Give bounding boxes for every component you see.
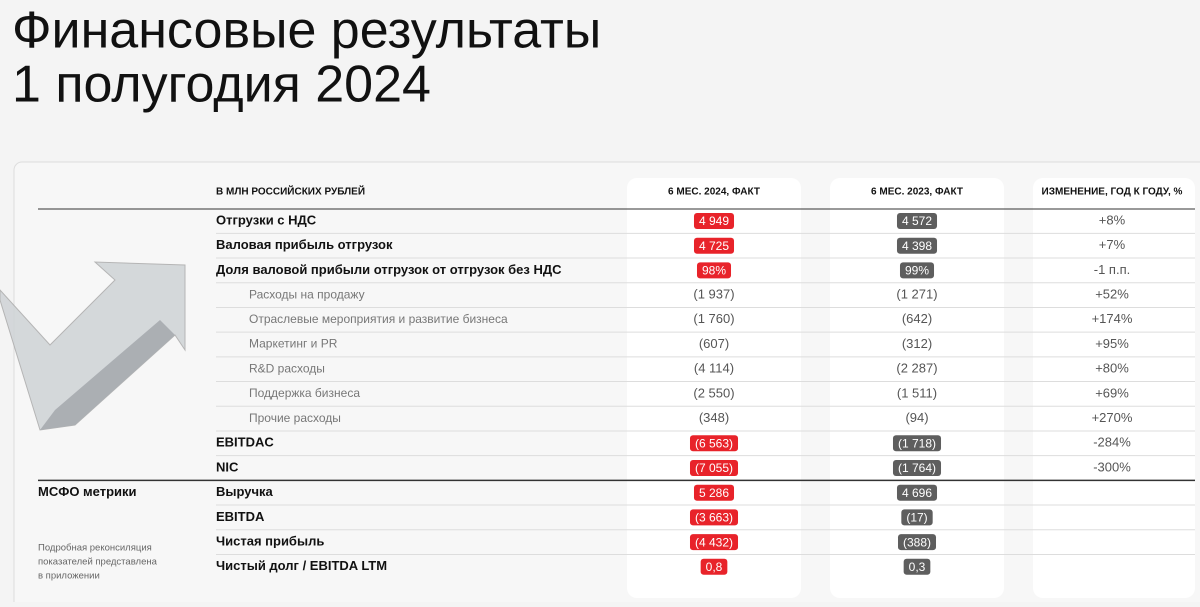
cell-change: +80% <box>1095 361 1129 376</box>
note-line: в приложении <box>38 571 100 582</box>
cell-change: +95% <box>1095 336 1129 351</box>
value-badge <box>896 237 938 254</box>
cell-value: (1 271) <box>896 287 937 302</box>
value-badge-text: 98% <box>702 264 726 278</box>
cell-value: (348) <box>699 410 729 425</box>
value-badge <box>693 213 735 229</box>
value-badge-text: (1 718) <box>898 436 936 450</box>
value-badge <box>689 534 739 551</box>
arrow-graphic <box>0 261 186 431</box>
value-badge <box>903 558 931 575</box>
value-badge-text: (4 432) <box>695 535 733 549</box>
value-badge-text: 4 949 <box>699 214 729 228</box>
cell-value: (1 937) <box>693 287 734 302</box>
value-badge <box>693 237 735 254</box>
note-line: Подробная реконсиляция <box>38 543 152 554</box>
row-label: Маркетинг и PR <box>249 337 338 351</box>
value-badge-text: (3 663) <box>695 511 733 525</box>
value-badge-text: 0,3 <box>909 560 926 574</box>
value-badge-text: (388) <box>903 535 931 549</box>
cell-change: +270% <box>1092 410 1133 425</box>
row-label: Чистая прибыль <box>216 534 324 549</box>
cell-value: (1 511) <box>897 385 937 400</box>
row-label: Отраслевые мероприятия и развитие бизнес… <box>249 312 508 326</box>
row-label: Валовая прибыль отгрузок <box>216 237 393 252</box>
cell-value: (94) <box>905 410 928 425</box>
title-line: Финансовые результаты <box>12 2 601 60</box>
value-badge <box>696 262 732 279</box>
cell-value: (2 287) <box>896 361 937 376</box>
row-label: Выручка <box>216 484 274 499</box>
column-header: ИЗМЕНЕНИЕ, ГОД К ГОДУ, % <box>1042 187 1183 198</box>
cell-value: (4 114) <box>694 361 734 376</box>
cell-value: (607) <box>699 336 729 351</box>
row-label: Отгрузки с НДС <box>216 212 317 227</box>
row-label: Поддержка бизнеса <box>249 386 360 400</box>
value-badge-text: (6 563) <box>695 436 733 450</box>
cell-value: (312) <box>902 336 932 351</box>
value-badge-text: 0,8 <box>706 560 723 574</box>
cell-change: -300% <box>1093 459 1131 474</box>
cell-value: (2 550) <box>693 385 734 400</box>
title-line: 1 полугодия 2024 <box>12 56 431 114</box>
value-badge-text: 4 725 <box>699 239 729 253</box>
column-header: В МЛН РОССИЙСКИХ РУБЛЕЙ <box>216 185 365 198</box>
column-header: 6 МЕС. 2023, ФАКТ <box>871 187 963 198</box>
cell-value: (1 760) <box>693 311 734 326</box>
cell-value: (642) <box>902 311 932 326</box>
cell-change: +8% <box>1099 212 1126 227</box>
row-label: Прочие расходы <box>249 411 341 425</box>
value-badge <box>689 460 739 476</box>
column-header: 6 МЕС. 2024, ФАКТ <box>668 187 760 198</box>
row-label: EBITDA <box>216 509 265 524</box>
value-badge-text: (17) <box>906 511 927 525</box>
value-badge-text: 99% <box>905 264 929 278</box>
value-badge <box>693 484 735 501</box>
value-badge <box>689 435 739 452</box>
value-badge <box>897 534 937 551</box>
row-label: R&D расходы <box>249 361 325 375</box>
cell-change: +52% <box>1095 287 1129 302</box>
row-label: Расходы на продажу <box>249 287 365 301</box>
row-label: Доля валовой прибыли отгрузок от отгрузо… <box>216 262 562 277</box>
cell-change: +69% <box>1095 385 1129 400</box>
row-label: NIC <box>216 459 239 474</box>
value-badge <box>896 484 938 501</box>
value-badge-text: 5 286 <box>699 486 729 500</box>
section-label: МСФО метрики <box>38 484 137 499</box>
row-label: EBITDAC <box>216 435 274 450</box>
value-badge-text: 4 398 <box>902 239 932 253</box>
row-label: Чистый долг / EBITDA LTM <box>216 558 387 573</box>
cell-change: -1 п.п. <box>1094 262 1130 277</box>
value-badge-text: 4 696 <box>902 486 932 500</box>
cell-change: +7% <box>1099 237 1126 252</box>
value-badge <box>892 435 942 452</box>
value-badge <box>896 213 938 229</box>
value-badge <box>901 509 933 526</box>
value-badge-text: 4 572 <box>902 214 932 228</box>
value-badge-text: (1 764) <box>898 461 936 475</box>
value-badge <box>700 558 728 575</box>
note-line: показателей представлена <box>38 557 158 568</box>
value-badge <box>899 262 935 279</box>
value-badge <box>689 509 739 526</box>
value-badge <box>892 460 942 476</box>
cell-change: +174% <box>1092 311 1133 326</box>
value-badge-text: (7 055) <box>695 461 733 475</box>
cell-change: -284% <box>1093 435 1131 450</box>
